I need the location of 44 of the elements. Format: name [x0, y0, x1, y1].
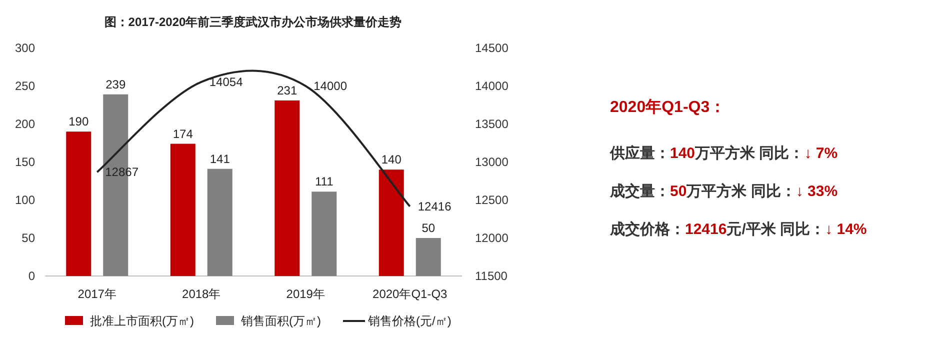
data-label: 231 [277, 83, 298, 98]
legend-label: 销售面积(万㎡) [240, 314, 321, 328]
chart-title: 图：2017-2020年前三季度武汉市办公市场供求量价走势 [104, 15, 402, 29]
x-tick-label: 2019年 [286, 287, 325, 301]
text: 成交量：50万平方米 同比：↓ 33% [609, 182, 838, 200]
data-label: 174 [172, 126, 194, 141]
y2-tick-label: 12000 [475, 231, 509, 245]
y2-tick-label: 11500 [475, 269, 508, 283]
y-tick-label: 0 [28, 269, 36, 283]
x-tick-label: 2020年Q1-Q3 [372, 287, 448, 301]
data-label: 141 [210, 152, 230, 166]
x-tick-label: 2017年 [78, 287, 116, 301]
data-label: 111 [315, 174, 334, 189]
text: 2020年Q1-Q3： [610, 98, 726, 116]
bar [378, 170, 404, 276]
y-tick-label: 300 [14, 41, 36, 55]
x-tick-label: 2018年 [182, 287, 221, 301]
text: 供应量：140万平方米 同比：↓ 7% [609, 144, 838, 162]
y2-tick-label: 13000 [475, 155, 509, 169]
data-label: 239 [106, 77, 126, 92]
y2-tick-label: 13500 [475, 117, 509, 131]
y-tick-label: 150 [14, 155, 36, 169]
bar [312, 192, 337, 276]
text: 成交价格：12416元/平米 同比：↓ 14% [609, 220, 867, 238]
data-label: 12416 [418, 199, 452, 214]
data-label: 140 [381, 152, 402, 167]
bar [207, 168, 232, 276]
y2-tick-label: 14000 [475, 79, 509, 93]
legend-label: 批准上市面积(万㎡) [90, 314, 194, 328]
y2-tick-label: 12500 [475, 193, 509, 207]
data-label: 50 [422, 221, 436, 235]
y-tick-label: 200 [14, 117, 36, 131]
y-tick-label: 100 [14, 193, 36, 207]
y-tick-label: 250 [14, 79, 36, 93]
data-label: 14000 [314, 79, 348, 93]
y-tick-label: 50 [22, 231, 36, 245]
y2-tick-label: 14500 [475, 41, 509, 55]
data-label: 190 [68, 114, 89, 129]
bar [274, 100, 300, 276]
legend-label: 销售价格(元/㎡) [367, 314, 452, 328]
bar [66, 132, 92, 276]
bar [416, 238, 441, 276]
bar [170, 144, 196, 276]
data-label: 14054 [209, 74, 244, 89]
